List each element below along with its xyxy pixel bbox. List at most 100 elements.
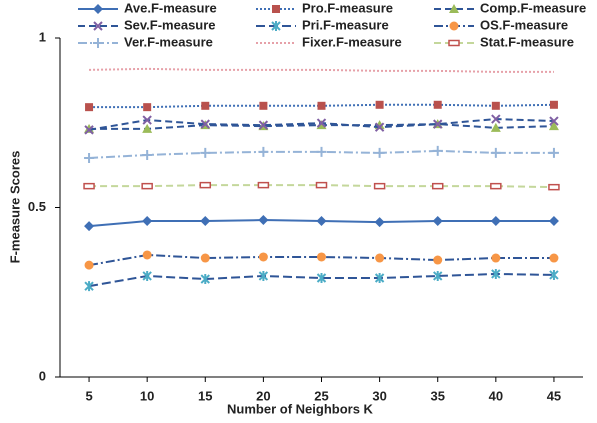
marker [548, 216, 559, 227]
marker [258, 146, 269, 157]
marker [491, 101, 500, 110]
y-tick-label: 1 [39, 29, 46, 44]
marker [432, 145, 443, 156]
marker [93, 4, 103, 14]
marker [84, 281, 94, 292]
x-axis-title: Number of Neighbors K [227, 401, 374, 416]
marker [316, 118, 327, 128]
marker [490, 122, 501, 132]
marker [84, 153, 95, 164]
marker [374, 147, 385, 158]
marker [374, 273, 385, 284]
marker [84, 221, 95, 232]
marker [200, 253, 210, 263]
marker [491, 268, 501, 279]
y-tick-label: 0.5 [28, 199, 46, 214]
marker [142, 216, 153, 227]
legend-label: OS.F-measure [480, 17, 568, 32]
marker [449, 4, 459, 13]
marker [84, 125, 94, 135]
marker [200, 147, 211, 158]
series-line [89, 67, 554, 73]
marker [549, 116, 559, 126]
legend-label: Ver.F-measure [124, 34, 213, 49]
marker [373, 182, 386, 190]
marker [200, 119, 210, 129]
x-tick-label: 35 [430, 388, 444, 403]
marker [84, 123, 95, 133]
marker [433, 100, 442, 109]
marker [548, 121, 559, 131]
marker [491, 253, 501, 263]
marker [93, 21, 103, 31]
marker [491, 114, 501, 124]
marker [315, 181, 328, 189]
marker [259, 101, 268, 110]
legend-label: Sev.F-measure [124, 17, 216, 32]
marker [375, 100, 384, 109]
marker [258, 270, 269, 281]
marker [316, 273, 327, 284]
marker [490, 147, 501, 158]
legend-label: Pro.F-measure [302, 0, 393, 15]
marker [375, 253, 385, 263]
series-line [89, 149, 554, 160]
legend-label: Ave.F-measure [124, 0, 217, 15]
marker [142, 123, 153, 133]
marker [433, 119, 443, 129]
marker [142, 149, 153, 160]
marker [490, 182, 502, 190]
x-tick-label: 5 [85, 388, 92, 403]
marker [548, 147, 559, 158]
x-tick-label: 25 [314, 388, 328, 403]
legend-label: Pri.F-measure [302, 17, 389, 32]
marker [258, 215, 269, 226]
marker [200, 216, 211, 227]
y-tick-label: 0 [39, 368, 46, 383]
marker [549, 269, 559, 280]
series-line [88, 272, 554, 288]
marker [549, 100, 558, 109]
x-tick-label: 15 [198, 388, 212, 403]
marker [449, 21, 459, 31]
marker [141, 182, 153, 190]
marker [258, 252, 268, 262]
marker [317, 252, 326, 262]
marker [549, 253, 559, 263]
marker [433, 255, 443, 265]
marker [374, 217, 385, 228]
legend-label: Comp.F-measure [480, 0, 586, 15]
marker [142, 270, 152, 281]
marker [432, 216, 443, 227]
marker [374, 122, 385, 132]
marker [490, 216, 501, 227]
legend-label: Stat.F-measure [480, 34, 574, 49]
marker [316, 216, 327, 227]
x-tick-label: 20 [256, 388, 270, 403]
marker [257, 181, 270, 189]
marker [93, 38, 103, 48]
marker [84, 260, 94, 270]
marker [316, 146, 327, 157]
marker [199, 181, 212, 189]
marker [142, 250, 152, 260]
marker [272, 5, 280, 13]
marker [258, 120, 269, 130]
marker [201, 101, 210, 110]
x-tick-label: 30 [372, 388, 386, 403]
x-tick-label: 40 [489, 388, 503, 403]
marker [142, 115, 152, 125]
y-axis-title: F-measure Scores [7, 151, 22, 264]
marker [83, 182, 95, 190]
marker [431, 182, 444, 190]
x-tick-label: 10 [140, 388, 154, 403]
marker [433, 270, 443, 281]
marker [448, 39, 460, 47]
marker [271, 21, 281, 31]
marker [317, 101, 326, 110]
marker [85, 103, 94, 112]
legend-label: Fixer.F-measure [302, 34, 402, 49]
marker [548, 183, 560, 191]
marker [200, 274, 210, 285]
